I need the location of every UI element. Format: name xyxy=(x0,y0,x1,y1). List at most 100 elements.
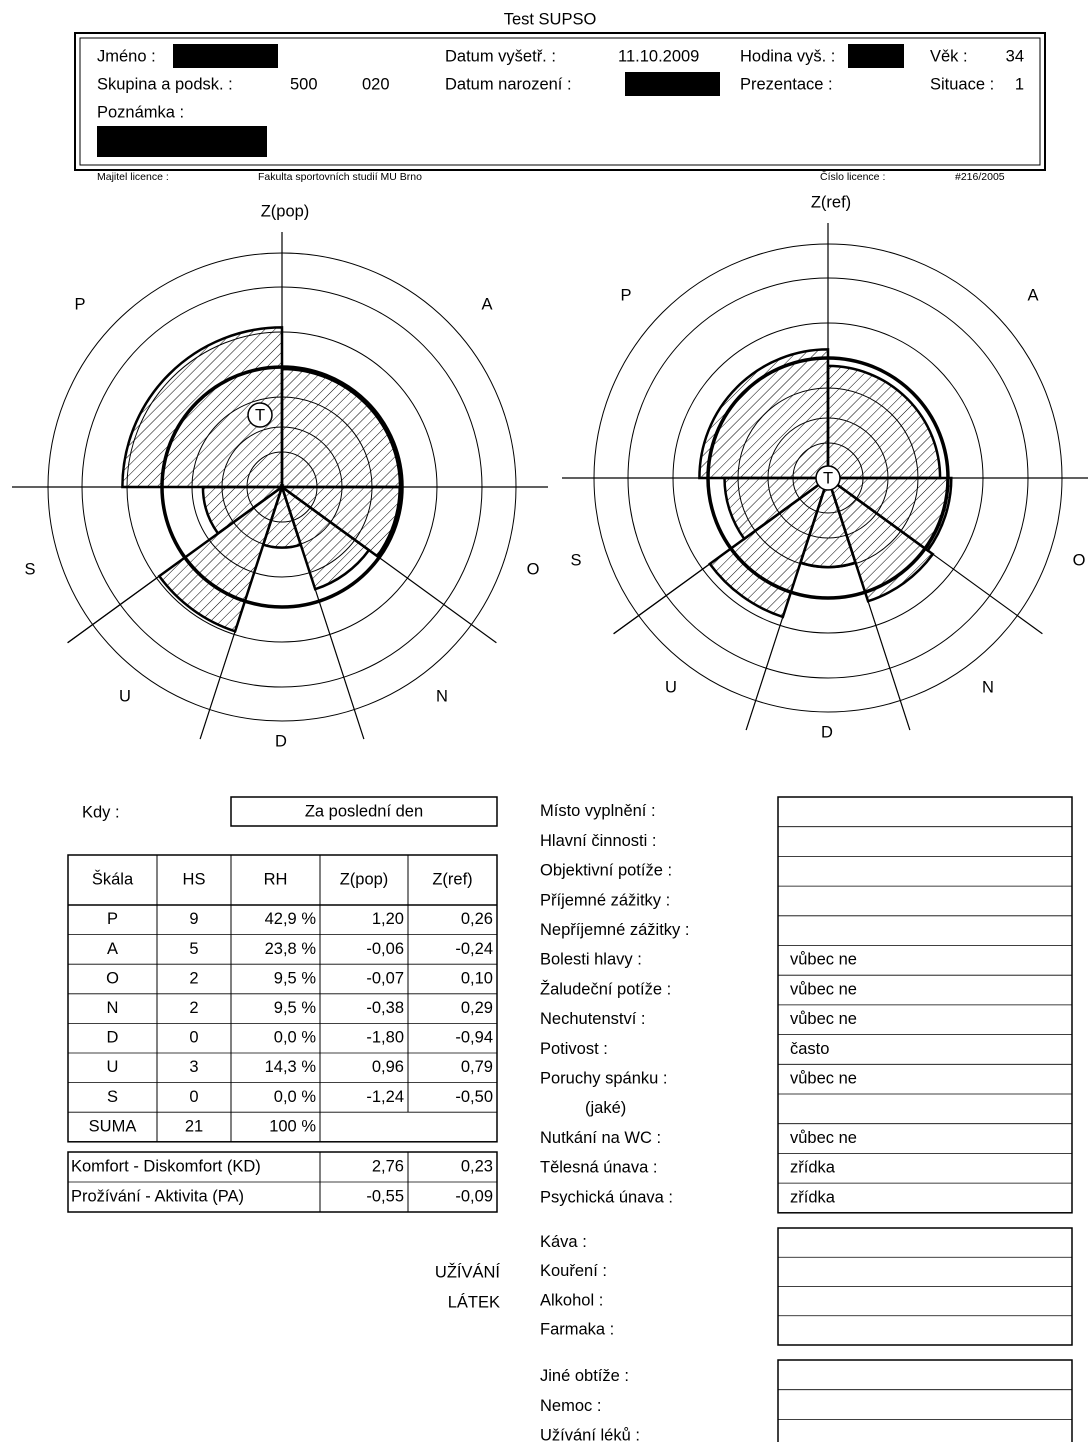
table-cell: O xyxy=(106,969,119,987)
scale-label: D xyxy=(821,723,833,741)
sector xyxy=(708,474,831,619)
license-label: Majitel licence : xyxy=(97,171,169,183)
table-cell: 0,96 xyxy=(372,1058,404,1076)
label: Datum vyšetř. : xyxy=(445,47,556,65)
value: 11.10.2009 xyxy=(618,47,699,65)
value: 500 xyxy=(290,75,318,93)
table-cell: -1,24 xyxy=(366,1088,404,1106)
question-label: Hlavní činnosti : xyxy=(540,832,656,850)
other-label: Nemoc : xyxy=(540,1397,601,1415)
label: Skupina a podsk. : xyxy=(97,75,233,93)
label: Kdy : xyxy=(82,803,120,821)
marker xyxy=(247,402,273,428)
table-cell: 0 xyxy=(189,1088,198,1106)
sector xyxy=(824,476,953,553)
table-cell: S xyxy=(107,1088,118,1106)
table-cell: 2 xyxy=(189,999,198,1017)
table-cell: 0,10 xyxy=(461,969,493,987)
spoke xyxy=(281,486,365,740)
table-cell: 9,5 % xyxy=(274,999,317,1017)
redaction xyxy=(625,72,720,96)
question-label: Objektivní potíže : xyxy=(540,862,672,880)
value: Za poslední den xyxy=(305,802,423,820)
table-cell: 42,9 % xyxy=(265,910,317,928)
table-cell: -0,06 xyxy=(366,940,404,958)
table-cell: 100 % xyxy=(269,1117,316,1135)
table-cell: -0,55 xyxy=(366,1187,404,1205)
table-cell: 2 xyxy=(189,969,198,987)
license-label: Číslo licence : xyxy=(820,170,885,183)
question-label: Nechutenství : xyxy=(540,1010,645,1028)
substances-heading: LÁTEK xyxy=(448,1292,500,1311)
table-cell: -0,09 xyxy=(455,1187,493,1205)
label: Hodina vyš. : xyxy=(740,47,835,65)
table-header: Z(pop) xyxy=(340,870,389,888)
table-cell: 0,23 xyxy=(461,1157,493,1175)
other-box xyxy=(777,1359,1073,1442)
scale-label: O xyxy=(1073,551,1086,569)
substance-label: Kouření : xyxy=(540,1262,607,1280)
spoke xyxy=(199,486,283,740)
question-label: Místo vyplnění : xyxy=(540,802,656,820)
scale-label: A xyxy=(1027,286,1038,304)
table-cell: 0,0 % xyxy=(274,1088,317,1106)
table-cell: A xyxy=(107,940,118,958)
scale-label: S xyxy=(570,551,581,569)
question-answer: vůbec ne xyxy=(790,1010,857,1028)
table-header: Z(ref) xyxy=(432,870,472,888)
scale-label: S xyxy=(24,560,35,578)
spoke xyxy=(67,486,283,644)
table-cell: U xyxy=(107,1058,119,1076)
table-cell: 0,0 % xyxy=(274,1029,317,1047)
license-value: #216/2005 xyxy=(955,171,1005,183)
table-cell: 0 xyxy=(189,1029,198,1047)
table-cell: 0,29 xyxy=(461,999,493,1017)
scale-label: U xyxy=(119,687,131,705)
scale-label: N xyxy=(982,678,994,696)
question-answer: vůbec ne xyxy=(790,1129,857,1147)
question-label: (jaké) xyxy=(585,1099,626,1117)
question-answer: vůbec ne xyxy=(790,980,857,998)
question-answer: zřídka xyxy=(790,1159,836,1177)
redaction xyxy=(848,44,904,68)
table-cell: 9 xyxy=(189,910,198,928)
table-cell: 1,20 xyxy=(372,910,404,928)
table-cell: 0,26 xyxy=(461,910,493,928)
substances-heading: UŽÍVÁNÍ xyxy=(435,1262,501,1281)
spoke xyxy=(827,477,911,731)
question-label: Nutkání na WC : xyxy=(540,1129,661,1147)
substance-label: Alkohol : xyxy=(540,1291,603,1309)
label: Datum narození : xyxy=(445,75,572,93)
table-header: RH xyxy=(264,870,288,888)
question-answer: často xyxy=(790,1040,829,1058)
table-cell: Komfort - Diskomfort (KD) xyxy=(71,1157,261,1175)
table-cell: 9,5 % xyxy=(274,969,317,987)
table-cell: -0,50 xyxy=(455,1088,493,1106)
title: Test SUPSO xyxy=(504,10,597,28)
table-cell: Prožívání - Aktivita (PA) xyxy=(71,1187,244,1205)
marker-label: T xyxy=(823,469,833,487)
sector xyxy=(280,367,402,489)
value: 1 xyxy=(1015,75,1024,93)
substance-label: Káva : xyxy=(540,1233,587,1251)
other-label: Jiné obtíže : xyxy=(540,1367,629,1385)
sector xyxy=(157,483,285,633)
scale-label: P xyxy=(74,295,85,313)
table-cell: -0,24 xyxy=(455,940,493,958)
table-cell: SUMA xyxy=(89,1117,137,1135)
marker xyxy=(815,465,841,491)
scale-label: D xyxy=(275,732,287,750)
question-label: Poruchy spánku : xyxy=(540,1070,668,1088)
table-cell: P xyxy=(107,910,118,928)
other-label: Užívání léků : xyxy=(540,1427,640,1442)
question-answer: vůbec ne xyxy=(790,951,857,969)
question-label: Psychická únava : xyxy=(540,1188,673,1206)
table-cell: D xyxy=(107,1029,119,1047)
table-cell: -0,94 xyxy=(455,1029,493,1047)
spoke xyxy=(827,477,1043,635)
table-cell: 0,79 xyxy=(461,1058,493,1076)
redaction xyxy=(97,126,267,157)
question-label: Potivost : xyxy=(540,1040,608,1058)
table-cell: 2,76 xyxy=(372,1157,404,1175)
